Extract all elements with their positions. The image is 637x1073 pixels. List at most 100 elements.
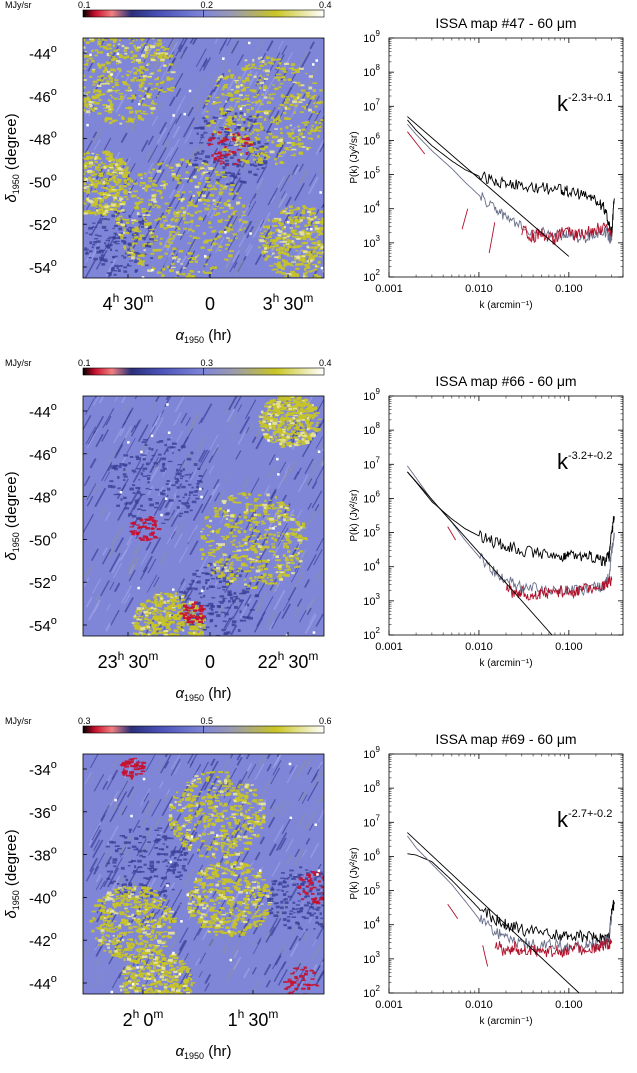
map-pixel — [255, 523, 258, 526]
map-pixel — [166, 645, 168, 647]
map-pixel — [328, 231, 333, 234]
map-pixel — [69, 68, 72, 71]
map-pixel — [173, 654, 176, 656]
map-pixel — [126, 265, 132, 267]
map-pixel — [285, 417, 290, 419]
map-pixel — [299, 236, 303, 240]
map-pixel — [140, 39, 144, 42]
map-pixel — [83, 156, 85, 160]
map-pixel — [243, 134, 247, 136]
map-pixel — [293, 404, 298, 407]
map-pixel — [141, 633, 146, 635]
map-pixel — [221, 628, 226, 632]
map-pixel — [267, 227, 271, 230]
map-pixel — [231, 137, 236, 141]
map-pixel — [94, 201, 98, 205]
map-pixel — [239, 180, 243, 183]
map-pixel — [287, 433, 290, 436]
map-pixel — [93, 190, 98, 193]
map-pixel — [92, 102, 96, 104]
map-pixel — [225, 558, 231, 561]
map-pixel — [187, 645, 190, 648]
map-pixel — [306, 228, 309, 230]
y-tick-label: 102 — [363, 268, 380, 284]
map-pixel — [230, 75, 234, 79]
map-streak — [159, 551, 168, 565]
map-pixel — [278, 218, 282, 221]
map-pixel — [210, 120, 214, 122]
map-pixel — [227, 153, 231, 156]
map-pixel — [156, 169, 162, 173]
map-streak — [311, 459, 318, 468]
map-pixel — [245, 77, 250, 80]
map-pixel — [249, 524, 253, 526]
map-pixel — [128, 243, 132, 247]
map-pixel — [235, 237, 238, 239]
map-streak — [290, 567, 300, 583]
map-pixel — [205, 180, 210, 183]
map-pixel — [76, 191, 79, 192]
map-pixel — [174, 649, 177, 650]
map-streak — [209, 159, 221, 178]
map-pixel — [259, 549, 265, 551]
map-pixel — [285, 415, 288, 418]
map-pixel — [134, 499, 139, 503]
map-pixel — [257, 67, 262, 70]
map-pixel — [79, 191, 83, 192]
map-streak — [245, 561, 255, 578]
map-pixel — [185, 275, 190, 278]
map-pixel — [65, 191, 69, 193]
map-pixel — [83, 190, 85, 193]
map-pixel — [95, 102, 100, 105]
map-streak — [261, 52, 267, 61]
map-pixel — [317, 135, 320, 138]
dec-tick-label: -44o — [29, 43, 57, 63]
map-pixel — [150, 601, 153, 603]
map-pixel — [156, 163, 162, 166]
map-pixel — [288, 67, 294, 70]
map-pixel — [219, 558, 224, 561]
map-pixel — [315, 412, 320, 415]
spectrum-series — [407, 131, 426, 155]
map-pixel — [98, 42, 102, 45]
map-pixel — [171, 484, 176, 487]
map-pixel — [329, 251, 334, 253]
map-pixel — [234, 497, 238, 499]
map-pixel — [181, 599, 186, 601]
map-pixel — [279, 225, 284, 227]
map-pixel — [177, 174, 181, 177]
map-pixel — [130, 246, 133, 250]
map-pixel — [222, 598, 225, 602]
map-pixel — [98, 66, 102, 69]
map-pixel — [131, 228, 137, 231]
map-pixel — [115, 174, 119, 177]
map-pixel — [208, 525, 212, 529]
map-pixel — [118, 61, 122, 64]
map-streak — [134, 420, 140, 429]
map-pixel — [232, 550, 237, 553]
map-pixel — [220, 171, 226, 174]
map-pixel — [207, 249, 213, 251]
map-pixel — [198, 142, 204, 144]
map-pixel — [207, 144, 211, 146]
map-pixel — [142, 632, 146, 635]
map-streak — [237, 429, 248, 445]
map-pixel — [237, 629, 241, 632]
map-pixel — [207, 534, 210, 536]
map-pixel — [266, 110, 272, 113]
map-pixel — [326, 227, 330, 229]
map-pixel — [260, 64, 264, 67]
map-pixel — [229, 531, 234, 535]
map-pixel — [85, 92, 89, 94]
map-pixel — [142, 110, 146, 113]
map-pixel — [255, 154, 260, 157]
map-pixel — [147, 44, 153, 47]
map-pixel — [110, 261, 113, 263]
map-pixel — [243, 227, 246, 230]
map-pixel — [301, 442, 306, 445]
map-pixel — [148, 243, 153, 246]
map-pixel — [279, 160, 283, 164]
map-pixel — [92, 109, 95, 112]
map-streak — [175, 44, 183, 57]
map-pixel — [252, 115, 255, 118]
